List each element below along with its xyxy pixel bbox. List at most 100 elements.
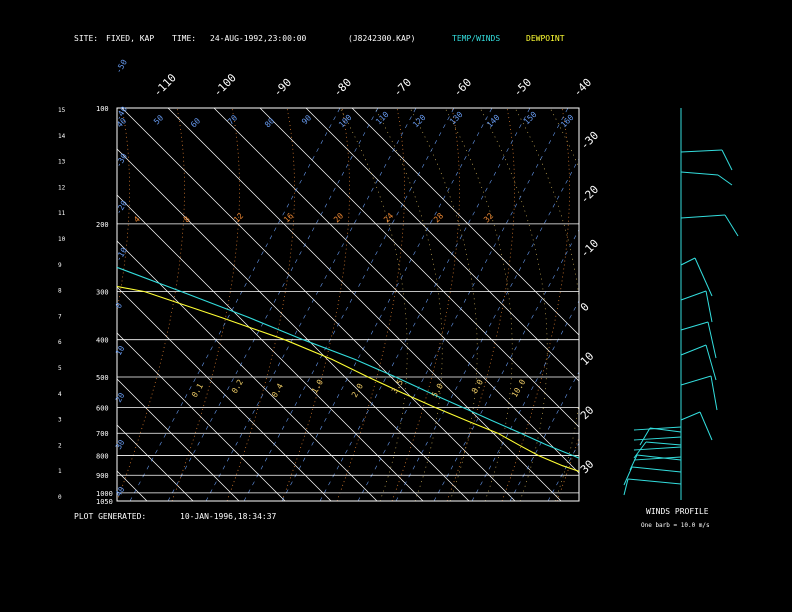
height-tick-label: 8 [58,288,62,295]
isotherm-line [351,108,579,336]
wind-barb-flag [629,454,638,471]
mixing-ratio-line [243,108,455,501]
theta-mid-label: 32 [482,211,495,224]
mixing-ratio-line [586,108,792,501]
temperature-tick-label: -60 [451,76,474,99]
pressure-tick-label: 400 [96,337,109,345]
mixing-ratio-line [433,229,579,501]
height-tick-label: 5 [58,365,62,372]
temperature-tick-label: -20 [578,183,601,206]
dry-adiabat-line [0,108,20,501]
mixing-ratio-label: 8.0 [470,378,485,395]
height-tick-label: 7 [58,313,62,320]
isotherm-line [0,108,9,501]
time-value: 24-AUG-1992,23:00:00 [210,34,307,43]
dry-adiabat-line [117,108,185,501]
temperature-tick-label: 10 [578,350,597,369]
mixing-ratio-line [395,157,579,501]
pressure-tick-label: 300 [96,289,109,297]
dry-adiabat-line [281,108,350,501]
side-label: 30 [114,438,127,451]
dry-adiabat-line [171,108,240,501]
temperature-series-line [117,266,579,459]
wind-barb [680,411,701,421]
side-label: -50 [114,58,129,75]
side-label: -10 [114,246,129,263]
plot-frame [116,107,580,502]
theta-label: 50 [152,113,165,126]
wind-barb [627,478,682,485]
height-tick-label: 10 [58,236,66,243]
isotherm-line [117,240,378,501]
wind-barb-flag [717,174,733,186]
isotherm-line [117,332,286,501]
side-label: -30 [114,152,129,169]
theta-mid-label: 24 [382,211,395,224]
moist-adiabat-line [374,108,443,501]
isotherm-line [259,108,579,428]
theta-label: 120 [411,113,428,130]
temperature-tick-label: -40 [571,76,594,99]
temperature-tick-label: -50 [511,76,534,99]
theta-label: 110 [374,110,391,127]
wind-barb [680,290,707,301]
temperature-tick-label: -80 [331,76,354,99]
mixing-ratio-label: 1.0 [310,378,325,395]
wind-barb [633,426,682,431]
moist-adiabat-line [409,108,478,501]
height-tick-label: 11 [58,210,66,217]
file-id: (J8242300.KAP) [348,34,416,43]
plot-generated-value: 10-JAN-1996,18:34:37 [180,512,277,521]
wind-barb [633,436,682,441]
isotherm-line [117,194,424,501]
pressure-tick-label: 900 [96,472,109,480]
height-tick-label: 6 [58,339,62,346]
isotherm-line [121,108,516,501]
wind-barb [680,171,719,176]
wind-barb [680,214,726,219]
side-label: -40 [114,105,129,122]
pressure-tick-label: 700 [96,430,109,438]
theta-mid-label: 20 [332,211,345,224]
height-tick-label: 2 [58,442,62,449]
side-label: -20 [114,199,129,216]
wind-barb [636,454,682,461]
mixing-ratio-line [319,108,531,501]
height-tick-label: 1 [58,468,62,475]
wind-barb [680,257,696,266]
isotherm-line [117,424,194,501]
wind-barb-flag [721,149,733,171]
mixing-ratio-line [129,108,341,501]
theta-mid-label: 12 [232,211,245,224]
theta-mid-label: 8 [182,215,192,225]
height-tick-label: 14 [58,133,66,140]
pressure-tick-label: 200 [96,221,109,229]
isotherm-line [117,286,332,501]
wind-barb [633,456,682,461]
wind-barb-flag [724,214,739,237]
mixing-ratio-line [357,108,569,501]
theta-label: 70 [226,113,239,126]
height-tick-label: 9 [58,262,62,269]
wind-barb-flag [705,290,713,323]
side-label: 20 [114,391,127,404]
mixing-ratio-line [471,300,579,501]
mixing-ratio-label: 5.0 [430,382,445,399]
height-tick-label: 13 [58,159,66,166]
dry-adiabat-line [117,108,130,313]
theta-label: 160 [559,113,576,130]
mixing-ratio-line [205,108,417,501]
isotherm-line [167,108,562,501]
side-label: 10 [114,344,127,357]
dewpoint-series-line [117,285,579,472]
dry-adiabat-line [391,108,460,501]
pressure-tick-label: 500 [96,374,109,382]
height-tick-label: 12 [58,184,66,191]
barb-note: One barb = 10.0 m/s [641,522,710,529]
temperature-tick-label: 20 [578,404,597,423]
height-tick-label: 3 [58,417,62,424]
isotherm-line [213,108,579,474]
mixing-ratio-line [281,108,493,501]
wind-barb-flag [694,257,713,297]
